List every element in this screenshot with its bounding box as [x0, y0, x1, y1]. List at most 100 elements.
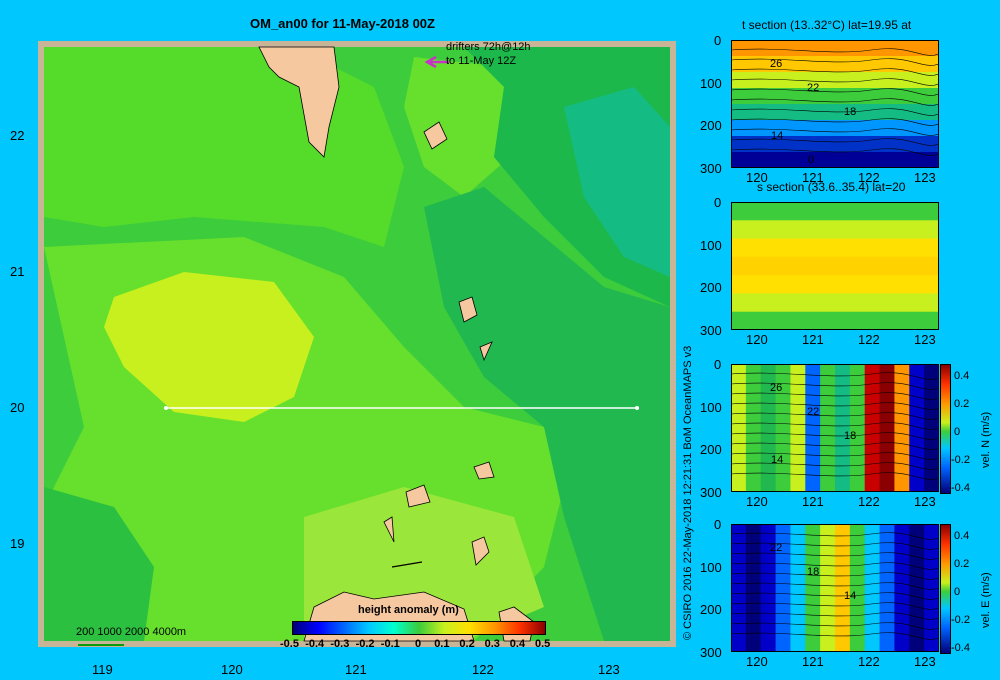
- section-lon-tick: 123: [914, 494, 936, 509]
- height-anomaly-map[interactable]: [38, 41, 676, 647]
- contour-label: 18: [807, 566, 820, 578]
- depth-legend: 200 1000 2000 4000m: [76, 626, 187, 638]
- colorbar-tick: -0.4: [305, 638, 325, 650]
- depth-tick: 200: [700, 118, 722, 134]
- height-anomaly-colorbar: [292, 621, 546, 635]
- lon-tick: 119: [92, 662, 113, 677]
- depth-tick: 200: [700, 602, 722, 618]
- colorbar-tick: -0.3: [330, 638, 350, 650]
- section-lon-tick: 121: [802, 494, 824, 509]
- depth-tick: 300: [700, 485, 722, 500]
- depth-tick: 300: [700, 161, 722, 176]
- contour-label: 14: [771, 130, 784, 142]
- velocity-colorbar-tick: 0: [954, 426, 961, 438]
- section-lon-tick: 120: [746, 654, 768, 669]
- drifters-label-1: drifters 72h@12h: [446, 41, 531, 53]
- depth-tick: 0: [714, 195, 722, 210]
- section-lon-tick: 120: [746, 170, 768, 185]
- section-lon-tick: 123: [914, 332, 936, 347]
- lon-tick: 120: [221, 662, 243, 677]
- colorbar-tick: 0.1: [434, 638, 450, 650]
- land-island: [471, 536, 490, 566]
- land-island: [473, 461, 495, 480]
- map-title: OM_an00 for 11-May-2018 00Z: [250, 16, 435, 31]
- section-lon-tick: 120: [746, 332, 768, 347]
- section-lon-tick: 122: [858, 494, 880, 509]
- velocity-colorbar: [940, 364, 951, 494]
- depth-tick: 0: [714, 517, 722, 532]
- velocity-colorbar-tick: 0.4: [954, 370, 970, 382]
- section-panel[interactable]: [731, 202, 939, 330]
- colorbar-tick: -0.2: [355, 638, 375, 650]
- credit-text: © CSIRO 2016 22-May-2018 12:21:31 BoM Oc…: [682, 345, 694, 640]
- land-taiwan: [258, 46, 340, 158]
- depth-tick: 300: [700, 645, 722, 660]
- contour-label: 22: [807, 82, 820, 94]
- velocity-colorbar-tick: -0.4: [951, 642, 970, 654]
- velocity-colorbar-tick: -0.2: [951, 614, 970, 626]
- lon-tick: 122: [472, 662, 494, 677]
- contour-label: 18: [844, 106, 857, 118]
- colorbar-tick: 0.4: [509, 638, 526, 650]
- depth-tick: 100: [700, 75, 722, 91]
- contour-label: 22: [770, 542, 783, 554]
- colorbar-tick: 0.2: [459, 638, 475, 650]
- contour-label: 26: [770, 382, 783, 394]
- lat-tick: 21: [10, 264, 25, 279]
- colorbar-title: height anomaly (m): [358, 604, 459, 616]
- section-lon-tick: 123: [914, 654, 936, 669]
- section-lon-tick: 122: [858, 654, 880, 669]
- velocity-colorbar-tick: 0.4: [954, 530, 970, 542]
- velocity-axis-label: vel. N (m/s): [980, 411, 992, 468]
- section-lon-tick: 121: [802, 170, 824, 185]
- land-island: [423, 121, 448, 150]
- depth-tick: 100: [700, 559, 722, 575]
- section-lon-tick: 123: [914, 170, 936, 185]
- lat-tick: 19: [10, 536, 25, 551]
- drifters-label-2: to 11-May 12Z: [446, 55, 517, 67]
- land-island: [405, 484, 431, 508]
- section-lon-tick: 121: [802, 332, 824, 347]
- depth-tick: 100: [700, 237, 722, 253]
- velocity-colorbar: [940, 524, 951, 654]
- velocity-colorbar-tick: 0.2: [954, 398, 970, 410]
- contour-label: 18: [844, 430, 857, 442]
- lat-tick: 22: [10, 128, 25, 143]
- colorbar-tick: 0.5: [535, 638, 551, 650]
- depth-tick: 200: [700, 442, 722, 458]
- contour-label: 26: [770, 58, 783, 70]
- velocity-colorbar-tick: 0: [954, 586, 961, 598]
- section-lon-tick: 120: [746, 494, 768, 509]
- land-island: [479, 341, 493, 362]
- section-panel[interactable]: [731, 364, 939, 492]
- section-panel[interactable]: [731, 40, 939, 168]
- land-island: [383, 516, 395, 543]
- colorbar-tick: -0.1: [380, 638, 400, 650]
- depth-tick: 0: [714, 357, 722, 372]
- velocity-axis-label: vel. E (m/s): [980, 572, 992, 628]
- velocity-colorbar-tick: -0.4: [951, 482, 970, 494]
- colorbar-tick: 0.3: [484, 638, 500, 650]
- velocity-colorbar-tick: 0.2: [954, 558, 970, 570]
- contour-label: 14: [844, 590, 857, 602]
- lon-tick: 123: [598, 662, 620, 677]
- depth-tick: 200: [700, 280, 722, 296]
- section-title: s section (33.6..35.4) lat=20: [757, 180, 906, 194]
- land-island: [458, 296, 478, 323]
- section-lon-tick: 122: [858, 332, 880, 347]
- section-panel[interactable]: [731, 524, 939, 652]
- colorbar-tick: 0: [415, 638, 422, 650]
- colorbar-tick: -0.5: [280, 638, 299, 650]
- lat-tick: 20: [10, 400, 25, 415]
- depth-tick: 100: [700, 399, 722, 415]
- anomaly-high-region: [104, 272, 314, 422]
- section-title: t section (13..32°C) lat=19.95 at: [742, 18, 912, 32]
- contour-label: 22: [807, 406, 820, 418]
- velocity-colorbar-tick: -0.2: [951, 454, 970, 466]
- contour-label: 0: [808, 154, 815, 166]
- contour-label: 14: [771, 454, 784, 466]
- section-lon-tick: 122: [858, 170, 880, 185]
- depth-tick: 300: [700, 323, 722, 338]
- depth-tick: 0: [714, 33, 722, 48]
- section-lon-tick: 121: [802, 654, 824, 669]
